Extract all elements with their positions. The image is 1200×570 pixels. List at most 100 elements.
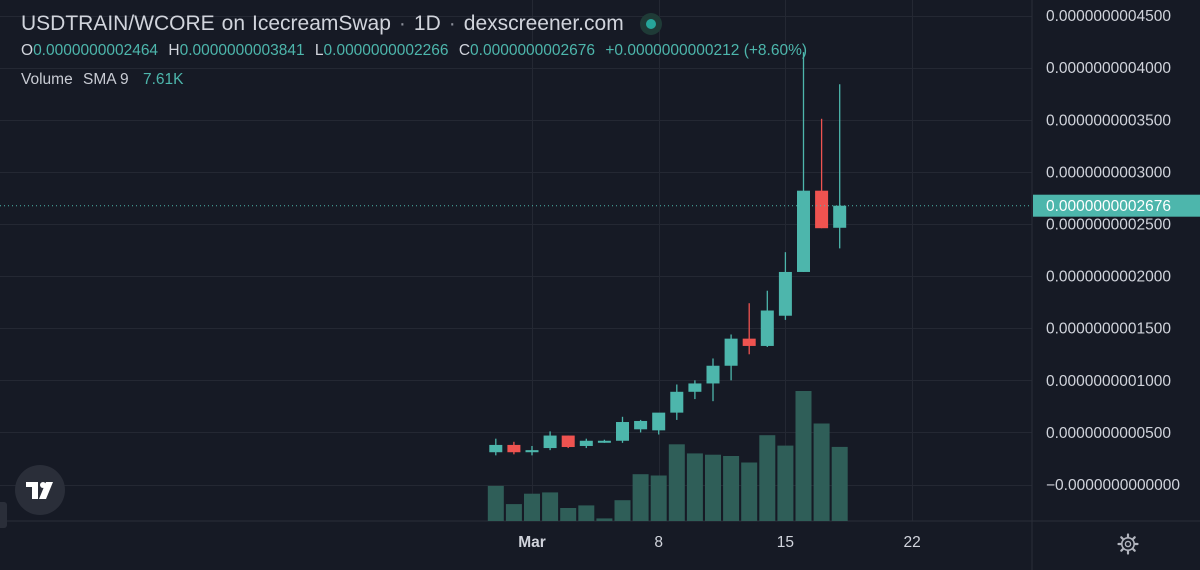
volume-bars (487, 391, 848, 521)
timeframe: 1D (413, 12, 441, 35)
candle (543, 431, 557, 451)
time-tick-label: 22 (903, 534, 920, 551)
volume-bar (668, 444, 685, 521)
price-tick-label: 0.0000000003000 (1046, 164, 1171, 181)
volume-bar (578, 505, 595, 521)
candle (833, 84, 847, 249)
candle-body (833, 205, 847, 228)
separator: · (398, 12, 406, 35)
price-tag-label: 0.0000000002676 (1046, 198, 1171, 215)
candle (742, 303, 756, 355)
price-axis[interactable]: 0.0000000004500 0.0000000004000 0.00000000… (1046, 8, 1180, 494)
ohlc-values: O0.0000000002464 H0.0000000003841 L0.000… (21, 42, 813, 60)
pair-name: USDTRAIN/WCORE (21, 12, 215, 35)
price-tag-box (1033, 194, 1200, 217)
high-label: H (168, 42, 180, 59)
collapse-handle[interactable] (0, 502, 7, 528)
candle (579, 438, 593, 449)
candle-body (489, 444, 503, 453)
candle-body (670, 391, 684, 413)
candle-body (797, 190, 810, 272)
volume-legend[interactable]: Volume SMA 9 7.61K (21, 71, 813, 89)
volume-label: Volume (21, 71, 73, 88)
price-tick-label: 0.0000000003500 (1046, 112, 1171, 129)
tradingview-logo-icon[interactable] (15, 465, 65, 515)
volume-bar (831, 446, 848, 521)
volume-bar (596, 518, 613, 521)
gear-icon[interactable] (1116, 532, 1140, 556)
candle-body (724, 338, 738, 366)
volume-bar (777, 445, 794, 521)
volume-bar (705, 454, 721, 521)
volume-value: 7.61K (143, 71, 184, 88)
time-tick-label: Mar (518, 534, 546, 551)
candle-body (579, 440, 593, 446)
volume-bar (524, 493, 540, 521)
candle (760, 290, 774, 347)
price-tick-label: 0.0000000004500 (1046, 8, 1171, 25)
candle (670, 384, 684, 420)
candle-body (634, 420, 648, 430)
candle (489, 438, 503, 456)
status-dot-icon (639, 13, 662, 35)
volume-bar (487, 485, 504, 521)
high-value: 0.0000000003841 (179, 42, 305, 59)
last-price-tag: 0.0000000002676 (1033, 194, 1200, 217)
candle-body (706, 365, 720, 384)
volume-bar (759, 435, 776, 521)
candle-body (561, 435, 575, 448)
volume-bar (795, 391, 812, 521)
candle (616, 416, 629, 443)
candle-body (652, 412, 666, 431)
candle (507, 441, 521, 455)
exchange-name: IcecreamSwap (252, 12, 391, 35)
low-value: 0.0000000002266 (323, 42, 449, 59)
open-label: O (21, 42, 34, 59)
price-tick-label: 0.0000000001000 (1046, 373, 1171, 390)
volume-bar (813, 423, 830, 521)
site-name: dexscreener.com (463, 12, 624, 35)
volume-bar (560, 508, 577, 521)
candle-body (778, 271, 792, 316)
candles (489, 52, 847, 456)
volume-bar (505, 504, 522, 521)
candle-body (525, 450, 539, 453)
volume-bar (650, 475, 667, 521)
candle (778, 252, 792, 320)
candle-body (507, 444, 521, 453)
price-tick-label: 0.0000000004000 (1046, 60, 1171, 77)
volume-bar (614, 500, 631, 521)
candle-body (815, 190, 829, 229)
price-tick-label: 0.0000000002500 (1046, 217, 1171, 234)
candle-body (742, 338, 756, 346)
close-label: C (458, 42, 471, 59)
candle (706, 358, 720, 402)
time-axis[interactable]: Mar 8 15 22 (518, 534, 921, 551)
volume-indicator: SMA 9 (83, 71, 129, 88)
candle (597, 439, 611, 443)
close-value: 0.0000000002676 (470, 42, 596, 59)
separator: · (448, 12, 456, 35)
candle (634, 419, 648, 433)
volume-bar (723, 456, 740, 521)
symbol-title[interactable]: USDTRAIN/WCORE on IcecreamSwap · 1D · de… (21, 12, 813, 36)
price-tick-label: 0.0000000000500 (1046, 425, 1171, 442)
price-tick-label: 0.0000000001500 (1046, 321, 1171, 338)
candle (652, 412, 666, 435)
chart-legend: USDTRAIN/WCORE on IcecreamSwap · 1D · de… (21, 12, 813, 89)
volume-bar (542, 492, 559, 521)
on-word: on (221, 12, 246, 35)
volume-bar (741, 462, 758, 521)
candle (688, 380, 702, 400)
price-tick-label: −0.0000000000000 (1046, 477, 1180, 494)
candle-body (760, 310, 774, 346)
time-tick-label: 8 (654, 534, 663, 551)
candle (724, 334, 738, 381)
candle (525, 445, 539, 456)
candle (815, 118, 829, 229)
candle (561, 435, 575, 449)
price-tick-label: 0.0000000002000 (1046, 269, 1171, 286)
low-label: L (314, 42, 324, 59)
open-value: 0.0000000002464 (33, 42, 159, 59)
